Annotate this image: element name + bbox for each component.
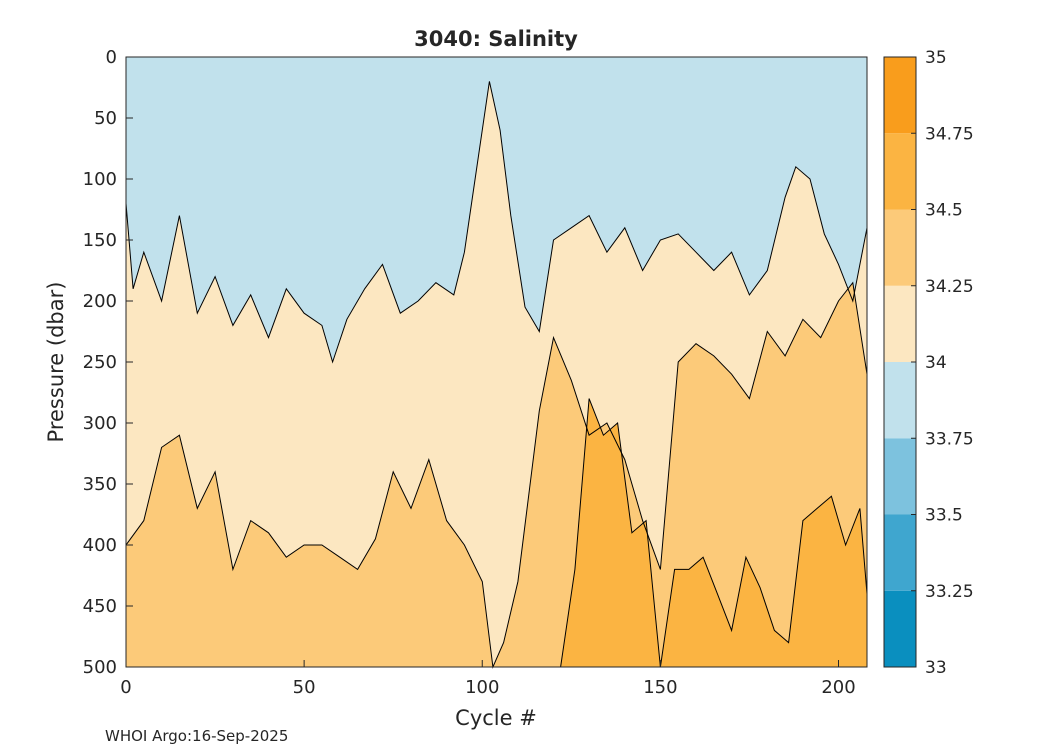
colorbar-tick-label: 34.25 xyxy=(925,277,974,297)
chart-title: 3040: Salinity xyxy=(414,27,578,51)
colorbar-tick-label: 34.5 xyxy=(925,201,963,221)
x-tick-label: 100 xyxy=(465,677,499,698)
y-tick-label: 250 xyxy=(83,352,117,373)
colorbar-band-34.75 xyxy=(884,57,916,134)
colorbar-tick-label: 33.5 xyxy=(925,506,963,526)
colorbar-band-33.5 xyxy=(884,438,916,515)
y-tick-label: 0 xyxy=(106,47,117,68)
colorbar: 33 33.25 33.5 33.75 34 34.25 34.5 34.75 35 xyxy=(883,48,974,678)
colorbar-tick-label: 34 xyxy=(925,353,947,373)
colorbar-tick-label: 33 xyxy=(925,658,947,678)
contour-line-34.5 xyxy=(560,398,868,668)
y-tick-label: 350 xyxy=(83,474,117,495)
x-tick-label: 0 xyxy=(120,677,131,698)
colorbar-band-34.25 xyxy=(884,209,916,286)
salinity-region-above-34.5 xyxy=(560,398,867,667)
x-axis-label: Cycle # xyxy=(455,706,537,730)
y-tick-label: 50 xyxy=(94,108,117,129)
x-tick-label: 150 xyxy=(643,677,677,698)
colorbar-tick-label: 33.25 xyxy=(925,582,974,602)
x-axis: 0 50 100 150 200 xyxy=(120,660,856,698)
colorbar-band-34.5 xyxy=(884,133,916,210)
y-tick-label: 450 xyxy=(83,596,117,617)
y-tick-label: 500 xyxy=(83,657,117,678)
y-tick-label: 400 xyxy=(83,535,117,556)
y-axis-label: Pressure (dbar) xyxy=(44,282,68,443)
colorbar-band-33 xyxy=(884,590,916,667)
contour-line-34.25 xyxy=(125,281,868,669)
y-tick-label: 150 xyxy=(83,230,117,251)
y-tick-label: 100 xyxy=(83,169,117,190)
footer-timestamp: WHOI Argo:16-Sep-2025 xyxy=(105,727,288,745)
y-tick-label: 200 xyxy=(83,291,117,312)
y-tick-label: 300 xyxy=(83,413,117,434)
plot-area xyxy=(125,56,868,669)
contour-line-34 xyxy=(125,81,868,364)
x-tick-label: 50 xyxy=(293,677,316,698)
colorbar-band-34 xyxy=(884,285,916,362)
colorbar-band-33.25 xyxy=(884,514,916,591)
colorbar-tick-label: 34.75 xyxy=(925,124,974,144)
colorbar-tick-label: 33.75 xyxy=(925,429,974,449)
colorbar-band-33.75 xyxy=(884,362,916,439)
x-tick-label: 200 xyxy=(821,677,855,698)
y-axis: 0 50 100 150 200 250 300 350 400 450 500 xyxy=(83,47,133,678)
colorbar-tick-label: 35 xyxy=(925,48,947,68)
